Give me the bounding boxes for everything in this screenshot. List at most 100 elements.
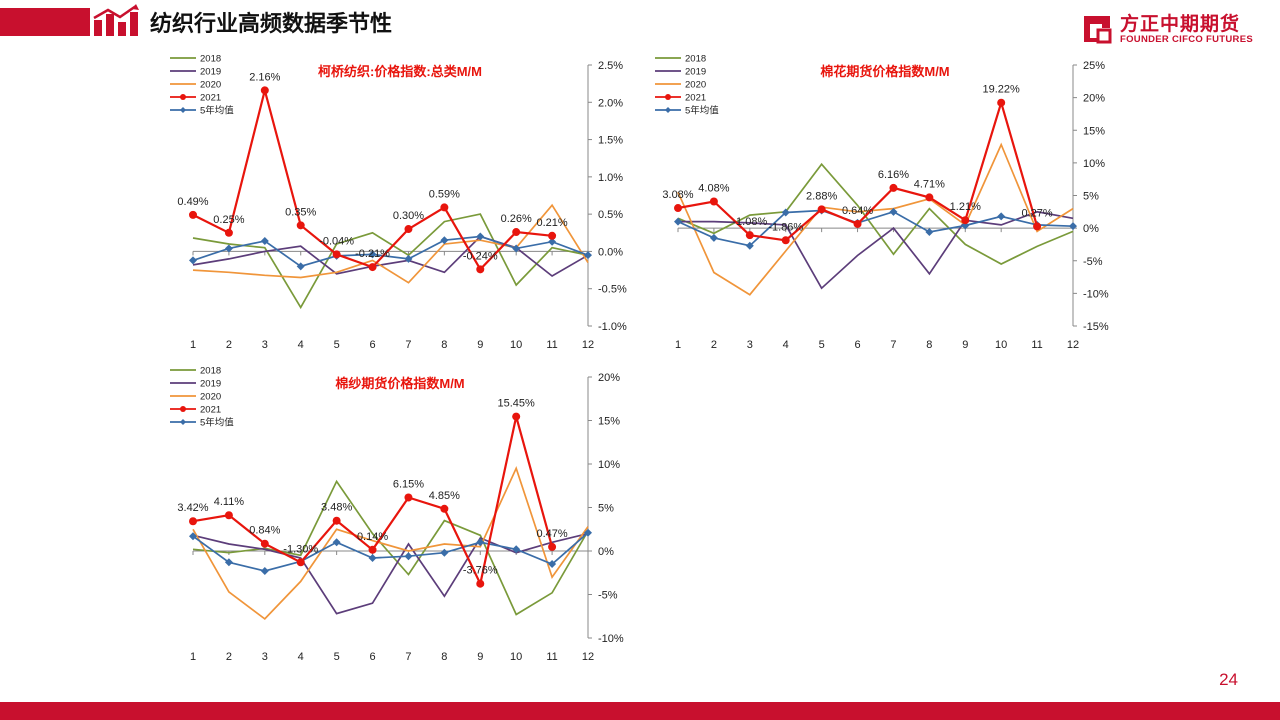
chart-title: 棉花期货价格指数M/M (820, 64, 949, 79)
x-tick-label: 3 (262, 651, 268, 663)
data-label-2021: -0.21% (355, 248, 390, 260)
data-label-2021: 0.59% (429, 188, 460, 200)
header-red-bar (0, 8, 90, 36)
point-avg (476, 538, 485, 547)
series-line-2018 (192, 213, 589, 310)
legend-marker (180, 107, 186, 113)
data-label-2021: 0.21% (536, 217, 567, 229)
point-avg (925, 228, 934, 237)
x-tick-label: 5 (819, 339, 825, 351)
y-tick-label: 20% (1083, 93, 1105, 105)
point-avg (440, 548, 449, 557)
point-2021 (260, 86, 269, 95)
point-2021 (296, 558, 305, 567)
x-tick-label: 10 (510, 339, 522, 351)
keqiao-price-index-chart: 2.5%2.0%1.5%1.0%0.5%0.0%-0.5%-1.0%1 2 3 4 5 6… (170, 54, 627, 351)
point-avg (781, 208, 790, 217)
x-tick-label: 6 (369, 339, 375, 351)
x-tick-label: 11 (546, 339, 557, 351)
data-label-2021: 2.16% (249, 71, 280, 83)
chart-title: 棉纱期货价格指数M/M (335, 376, 464, 391)
x-tick-label: 1 (675, 339, 681, 351)
data-label-2021: -3.76% (463, 565, 498, 577)
data-label-2021: 15.45% (498, 398, 536, 410)
legend-label: 2020 (685, 80, 706, 91)
point-avg (476, 232, 485, 241)
series-line-2020 (192, 203, 589, 284)
legend-marker (665, 94, 671, 100)
x-tick-label: 4 (298, 339, 304, 351)
point-2021 (512, 412, 521, 421)
data-label-2021: 0.25% (213, 214, 244, 226)
point-2021 (476, 265, 485, 274)
point-2021 (889, 183, 898, 192)
y-tick-label: -15% (1083, 321, 1109, 333)
company-logo: 方正中期期货 FOUNDER CIFCO FUTURES (1080, 10, 1270, 48)
series-line-2020 (192, 465, 589, 621)
x-tick-label: 5 (334, 651, 340, 663)
point-2021 (512, 228, 521, 237)
point-2021 (224, 228, 233, 237)
cotton-futures-index-chart: 25%20%15%10%5%0%-5%-10%-15%1 2 3 4 5 6 7 8 9 10 11… (655, 54, 1109, 351)
point-avg (548, 560, 557, 569)
point-avg (296, 262, 305, 271)
point-avg (224, 244, 233, 253)
data-label-2021: 0.26% (501, 213, 532, 225)
series-line-2019 (192, 235, 589, 278)
data-label-2021: -0.04% (319, 235, 354, 247)
point-avg (745, 241, 754, 250)
point-2021 (332, 516, 341, 525)
point-avg (709, 233, 718, 242)
y-tick-label: 1.5% (598, 135, 623, 147)
data-label-2021: -1.08% (732, 216, 767, 228)
data-label-2021: -1.86% (768, 221, 803, 233)
x-tick-label: 11 (1031, 339, 1042, 351)
point-avg (260, 236, 269, 245)
point-2021 (404, 225, 413, 234)
x-tick-label: 8 (441, 339, 447, 351)
x-tick-label: 9 (477, 339, 483, 351)
data-label-2021: 0.49% (177, 196, 208, 208)
y-tick-label: -0.5% (598, 284, 627, 296)
x-tick-label: 3 (262, 339, 268, 351)
series-line-2019 (678, 210, 1074, 290)
logo-name: 方正中期期货 (1120, 13, 1241, 35)
y-tick-label: -1.0% (598, 321, 627, 333)
y-tick-label: 0.0% (598, 246, 623, 258)
x-tick-label: 7 (405, 651, 411, 663)
legend-label: 5年均值 (200, 105, 234, 117)
x-tick-label: 7 (405, 339, 411, 351)
bar-chart-trend-icon (93, 4, 139, 36)
point-2021 (404, 493, 413, 502)
data-label-2021: 0.47% (536, 528, 567, 540)
x-tick-label: 9 (962, 339, 968, 351)
point-avg (584, 251, 592, 260)
y-tick-label: 0.5% (598, 209, 623, 221)
x-tick-label: 12 (582, 651, 594, 663)
y-tick-label: -10% (1083, 288, 1109, 300)
data-label-2021: 6.16% (878, 169, 909, 181)
point-2021 (440, 504, 449, 513)
cotton-yarn-futures-index-chart: 20%15%10%5%0%-5%-10%1 2 3 4 5 6 7 8 9 10 11 12棉纱期货价… (170, 366, 624, 663)
point-2021 (548, 231, 557, 240)
point-2021 (224, 511, 233, 520)
y-tick-label: -5% (598, 590, 618, 602)
footer-red-bar (0, 702, 1280, 720)
x-tick-label: 6 (369, 651, 375, 663)
point-2021 (1033, 222, 1042, 231)
data-label-2021: 0.84% (249, 525, 280, 537)
legend-marker (665, 107, 671, 113)
data-label-2021: 0.30% (393, 210, 424, 222)
data-label-2021: 0.64% (842, 205, 873, 217)
y-tick-label: -10% (598, 633, 624, 645)
point-avg (404, 254, 413, 263)
point-avg (674, 217, 682, 226)
legend-label: 2019 (685, 67, 706, 78)
point-2021 (440, 203, 449, 212)
x-tick-label: 3 (747, 339, 753, 351)
data-label-2021: -0.24% (463, 250, 498, 262)
x-tick-label: 5 (334, 339, 340, 351)
x-tick-label: 2 (226, 651, 232, 663)
series-line-avg (677, 209, 1074, 247)
point-avg (997, 212, 1006, 221)
